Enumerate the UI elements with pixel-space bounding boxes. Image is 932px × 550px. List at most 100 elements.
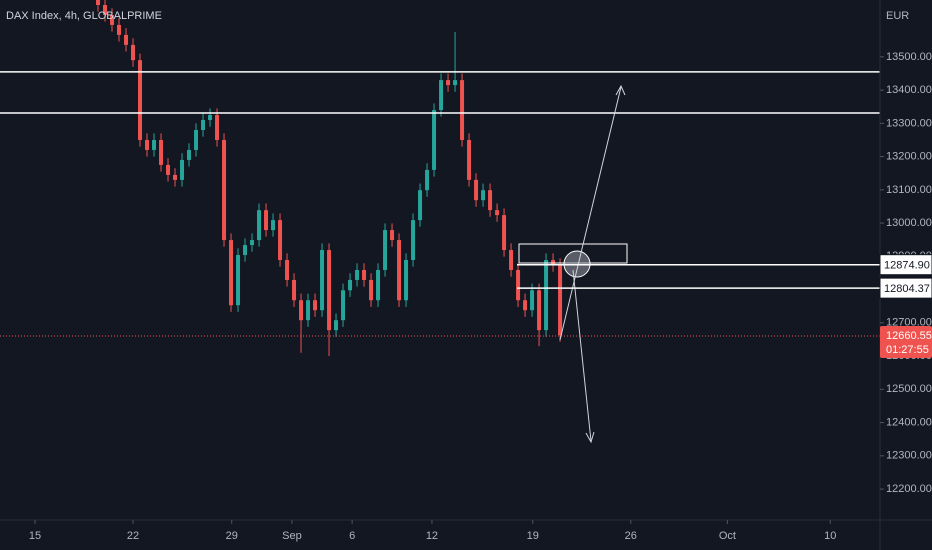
candle-body [355, 269, 360, 280]
price-label: 12874.90 [884, 260, 930, 272]
candle-body [320, 250, 325, 311]
arrow-head [615, 84, 626, 96]
candle-body [516, 269, 521, 301]
candle-body [390, 230, 395, 241]
x-tick-label: 22 [127, 530, 139, 542]
candle-body [460, 80, 465, 140]
candle-body [432, 110, 437, 170]
currency: EUR [886, 10, 909, 22]
candle-body [453, 80, 458, 86]
candle-body [509, 250, 514, 270]
candle-body [299, 300, 304, 321]
candle-body [411, 220, 416, 260]
candle-body [558, 264, 563, 336]
candle-body [117, 24, 122, 35]
candle-body [495, 210, 500, 216]
price-label: 12804.37 [884, 283, 930, 295]
candle-body [236, 255, 241, 306]
y-tick-label: 13100.00 [886, 184, 932, 196]
x-tick-label: 29 [226, 530, 238, 542]
price-label-box [879, 277, 932, 299]
x-tick-label: 6 [349, 530, 355, 542]
x-tick-label: 12 [426, 530, 438, 542]
candle-body [173, 174, 178, 180]
x-tick-label: Oct [719, 530, 736, 542]
candle-body [201, 120, 206, 130]
candle-body [96, 0, 101, 5]
candle-body [383, 230, 388, 270]
candle-body [264, 210, 269, 231]
candle-body [103, 4, 108, 15]
candle-body [327, 250, 332, 331]
candle-body [488, 190, 493, 211]
candle-body [348, 279, 353, 291]
x-tick-label: 10 [824, 530, 836, 542]
y-tick-label: 12400.00 [886, 416, 932, 428]
candle-body [425, 169, 430, 191]
candle-body [362, 269, 367, 280]
last-price-label: 12660.55 [886, 330, 932, 342]
plot-area [0, 0, 880, 357]
candle-body [446, 80, 451, 86]
candle-body [537, 290, 542, 331]
y-tick-label: 13000.00 [886, 217, 932, 229]
candle-body [271, 220, 276, 231]
arrow-head [585, 431, 595, 444]
candle-body [229, 240, 234, 306]
chart-title: DAX Index, 4h, GLOBALPRIME [6, 10, 162, 22]
candle-body [124, 34, 129, 45]
candle-body [551, 260, 556, 265]
candle-body [180, 159, 185, 180]
price-label-box [879, 254, 932, 276]
candle-body [397, 240, 402, 301]
candle-body [474, 179, 479, 201]
candle-body [110, 14, 115, 25]
y-tick-label: 13500.00 [886, 51, 932, 63]
x-tick-label: 15 [29, 530, 41, 542]
candle-body [404, 260, 409, 301]
candle-body [131, 44, 136, 61]
candle-body [257, 210, 262, 241]
candle-body [418, 190, 423, 221]
y-tick-label: 13300.00 [886, 117, 932, 129]
candle-body [376, 269, 381, 301]
y-tick-label: 12300.00 [886, 450, 932, 462]
candle-body [243, 245, 248, 256]
candle-body [187, 149, 192, 160]
candle-body [278, 220, 283, 260]
x-tick-label: Sep [282, 530, 302, 542]
candle-body [313, 300, 318, 311]
candle-body [369, 279, 374, 301]
candle-body [292, 279, 297, 301]
candle-body [285, 260, 290, 280]
arrow-up [559, 86, 622, 341]
y-tick-label: 12700.00 [886, 317, 932, 329]
candle-body [502, 215, 507, 251]
candle-body [166, 164, 171, 175]
candle-body [544, 260, 549, 331]
candle-body [306, 300, 311, 321]
candle-body [208, 115, 213, 121]
candle-body [138, 60, 143, 140]
candle-body [145, 139, 150, 150]
candle-body [152, 139, 157, 150]
candle-body [222, 139, 227, 241]
candle-body [215, 115, 220, 140]
candle-body [523, 300, 528, 311]
x-tick-label: 26 [625, 530, 637, 542]
x-tick-label: 19 [527, 530, 539, 542]
candle-body [194, 130, 199, 150]
y-tick-label: 13200.00 [886, 151, 932, 163]
y-tick-label: 12500.00 [886, 383, 932, 395]
candle-body [341, 290, 346, 321]
arrow-down [572, 269, 592, 442]
candle-body [250, 240, 255, 246]
candle-body [159, 139, 164, 165]
candle-body [467, 139, 472, 180]
candle-body [530, 290, 535, 311]
last-price-box [880, 325, 932, 358]
candle-body [481, 190, 486, 201]
